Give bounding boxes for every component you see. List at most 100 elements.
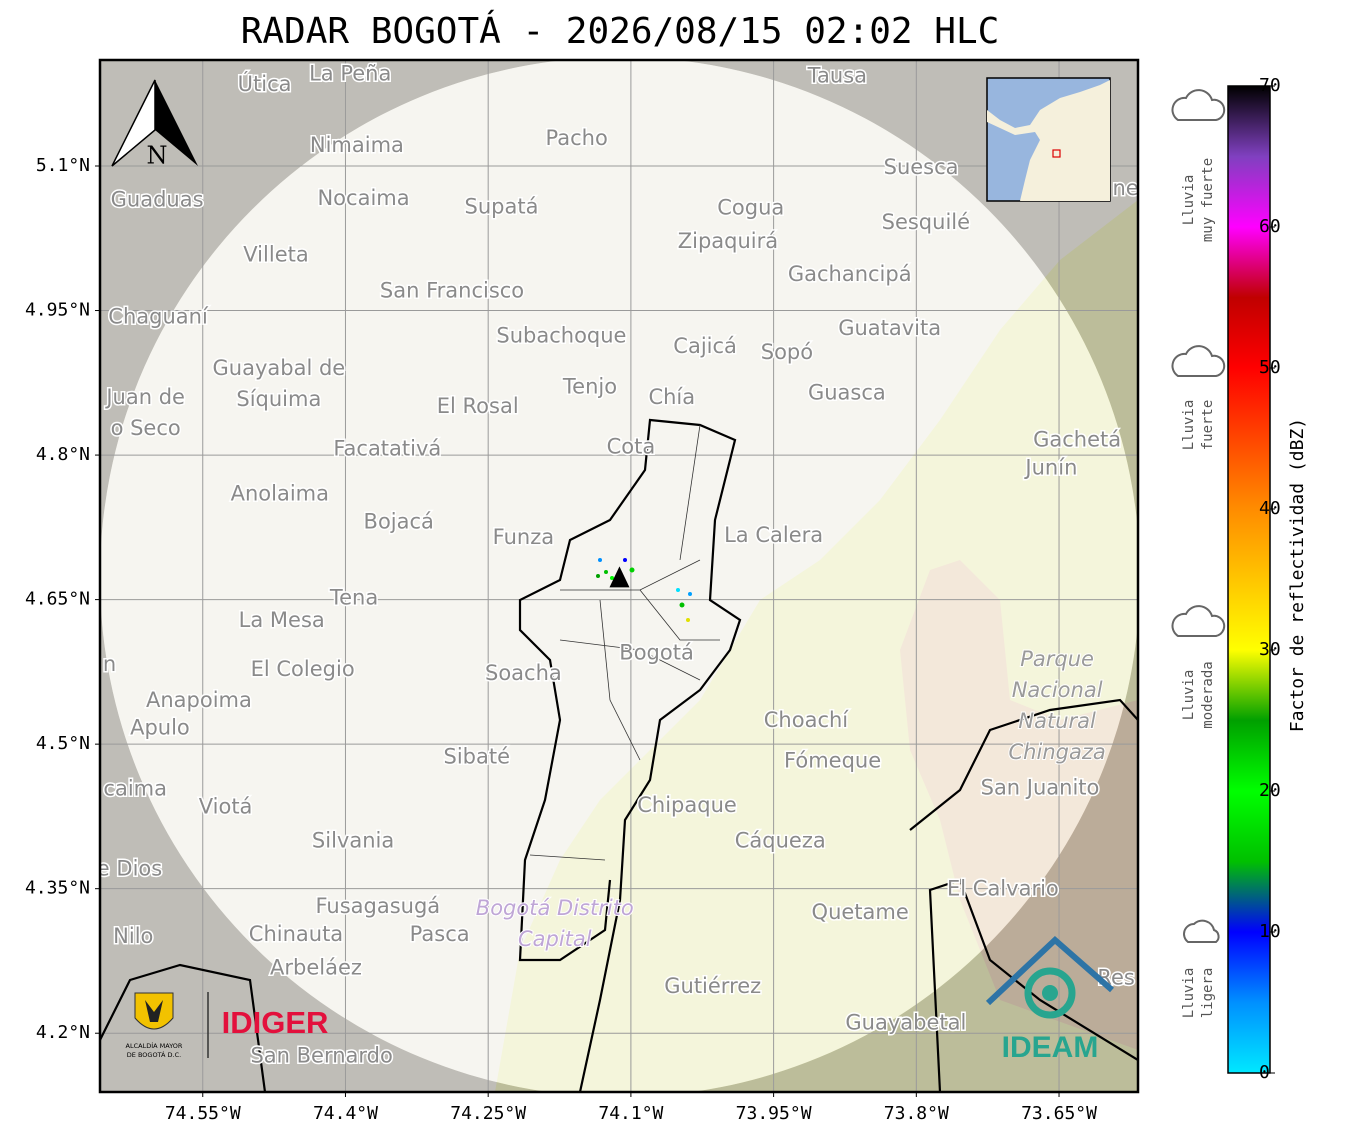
place-label-line: Fómeque bbox=[784, 748, 881, 772]
place-label: San Francisco bbox=[380, 278, 524, 302]
rain-level-line: ligera bbox=[1200, 968, 1216, 1019]
place-label: Guayabal de Síquima bbox=[213, 356, 346, 411]
rain-icon-moderate bbox=[1171, 605, 1226, 637]
echo bbox=[604, 570, 608, 574]
place-label: Sesquilé bbox=[882, 210, 970, 234]
echo bbox=[676, 588, 680, 592]
place-label-line: Pasca bbox=[410, 922, 470, 946]
place-label-line: Gachancipá bbox=[788, 262, 912, 286]
echo bbox=[610, 576, 614, 580]
place-label-line: Gutiérrez bbox=[664, 974, 761, 998]
place-label-line: La Mesa bbox=[239, 608, 325, 632]
place-label: Cajicá bbox=[673, 334, 737, 358]
alcaldia-text: DE BOGOTÁ D.C. bbox=[127, 1050, 181, 1059]
place-label: Nocaima bbox=[317, 186, 409, 210]
rain-level-line: fuerte bbox=[1200, 400, 1216, 451]
place-label-line: La Peña bbox=[309, 61, 391, 85]
echo bbox=[688, 592, 692, 596]
x-tick-label: 74.55°W bbox=[165, 1103, 241, 1124]
place-label: Útica bbox=[238, 71, 292, 96]
place-label: Zipaquirá bbox=[678, 229, 778, 253]
place-label: Gachancipá bbox=[788, 262, 912, 286]
place-label: Choachí bbox=[764, 708, 850, 732]
place-label: Nilo bbox=[113, 924, 153, 948]
place-label: Chipaque bbox=[637, 793, 737, 817]
place-label: Juan de o Seco bbox=[104, 385, 185, 440]
place-label: Cota bbox=[607, 434, 656, 458]
place-label-line: Nocaima bbox=[317, 186, 409, 210]
place-label: Facatativá bbox=[333, 436, 441, 460]
place-label: El Rosal bbox=[437, 394, 519, 418]
place-label: Cáqueza bbox=[735, 828, 826, 852]
place-label: Anolaima bbox=[231, 482, 329, 506]
rain-level-label: Lluvia moderada bbox=[1181, 661, 1216, 728]
place-label: Viotá bbox=[199, 795, 253, 819]
place-label-line: Sopó bbox=[761, 340, 813, 364]
rain-icon-light bbox=[1183, 919, 1220, 943]
place-label-line: Cota bbox=[607, 434, 656, 458]
area-label: Bogotá Distrito Capital bbox=[476, 896, 634, 951]
place-label-line: San Francisco bbox=[380, 278, 524, 302]
place-labels: La Peña Útica Tausa Pacho Nimaima Guaduas Noca… bbox=[97, 60, 1138, 1069]
place-label-line: Chinauta bbox=[249, 922, 343, 946]
place-label-line: San Juanito bbox=[981, 775, 1100, 799]
rain-level-label: Lluvia fuerte bbox=[1181, 400, 1216, 451]
rain-icons bbox=[1171, 89, 1226, 943]
place-label: e Dios bbox=[97, 856, 162, 880]
place-label-line: Funza bbox=[493, 525, 554, 549]
ideam-roof bbox=[985, 935, 1114, 1006]
place-label-line: Guayabetal bbox=[845, 1011, 966, 1035]
place-label: Funza bbox=[493, 525, 554, 549]
colorbar-tick-label: 20 bbox=[1259, 780, 1281, 801]
place-label: Cogua bbox=[717, 195, 784, 219]
x-tick-label: 74.4°W bbox=[313, 1103, 378, 1124]
place-label-line: Tausa bbox=[807, 63, 867, 87]
place-label-line: Silvania bbox=[312, 828, 394, 852]
y-tick-label: 4.2°N bbox=[36, 1022, 90, 1043]
y-tick-label: 4.5°N bbox=[36, 733, 90, 754]
bogota-boundary bbox=[518, 418, 742, 1092]
place-label: La Calera bbox=[724, 523, 823, 547]
inset-locator bbox=[1052, 149, 1061, 158]
map-area: La Peña Útica Tausa Pacho Nimaima Guaduas Noca… bbox=[97, 60, 1138, 1092]
localities bbox=[529, 424, 720, 861]
place-label-line: Villeta bbox=[243, 243, 308, 267]
place-label-line: o Seco bbox=[111, 416, 181, 440]
place-label-line: Sesquilé bbox=[882, 210, 970, 234]
place-label: Guasca bbox=[808, 380, 886, 404]
place-label-line: Apulo bbox=[130, 716, 190, 740]
place-label: Sopó bbox=[761, 340, 813, 364]
place-label: Anapoima bbox=[146, 688, 252, 712]
place-label-line: Guasca bbox=[808, 380, 886, 404]
place-label-line: Guaduas bbox=[111, 188, 204, 212]
colorbar-tick-label: 0 bbox=[1259, 1062, 1270, 1083]
place-label: Guayabetal bbox=[845, 1011, 966, 1035]
x-tick-label: 74.1°W bbox=[598, 1103, 663, 1124]
ideam-logo: IDEAM bbox=[985, 935, 1114, 1064]
place-label: Pacho bbox=[546, 126, 608, 150]
y-tick-label: 4.95°N bbox=[25, 300, 90, 321]
echo bbox=[623, 558, 627, 562]
place-label-line: El Rosal bbox=[437, 394, 519, 418]
place-label-line: Junín bbox=[1023, 456, 1077, 480]
north-arrow: N bbox=[111, 79, 198, 170]
area-label-line: Natural bbox=[1018, 709, 1096, 733]
colorbar-tick-label: 50 bbox=[1259, 357, 1281, 378]
place-label-line: Síquima bbox=[236, 387, 321, 411]
x-tick-label: 73.8°W bbox=[884, 1103, 949, 1124]
place-label: Apulo bbox=[130, 716, 190, 740]
place-label: El Colegio bbox=[251, 657, 355, 681]
eagle bbox=[145, 1000, 163, 1022]
ideam-eye bbox=[1042, 985, 1058, 1001]
inset-land bbox=[987, 80, 1110, 201]
place-label: Arbeláez bbox=[270, 956, 362, 980]
area-label-line: Chingaza bbox=[1009, 740, 1106, 764]
rain-level-line: Lluvia bbox=[1181, 400, 1197, 451]
place-label-line: Fusagasugá bbox=[315, 894, 440, 918]
place-label: Sibaté bbox=[443, 745, 510, 769]
area-label-line: Parque bbox=[1020, 647, 1094, 671]
place-label: Guatavita bbox=[838, 316, 941, 340]
department-boundaries bbox=[100, 698, 1138, 1092]
